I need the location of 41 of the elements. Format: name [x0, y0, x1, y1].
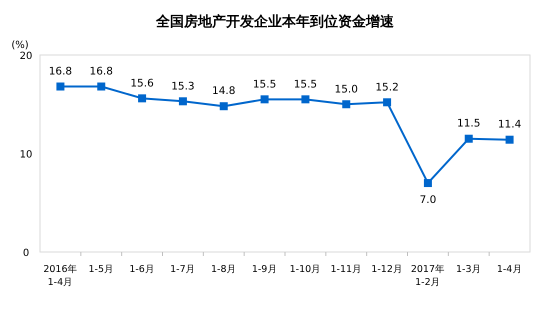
point [506, 136, 514, 144]
x-tick-label: 1-8月 [210, 264, 237, 275]
data-label: 14.8 [212, 85, 236, 98]
point [383, 98, 392, 106]
data-label: 15.5 [294, 78, 318, 90]
x-tick-label: 1-10月 [290, 264, 322, 275]
data-label: 15.6 [130, 77, 154, 90]
point [301, 95, 310, 104]
data-label: 11.4 [498, 118, 522, 131]
y-axis-title: (%) [11, 40, 29, 51]
x-tick-label: 1-4月 [496, 264, 522, 275]
x-tick-label: 1-6月 [129, 264, 155, 275]
y-tick-label: 10 [20, 150, 32, 160]
point [97, 82, 106, 91]
point [464, 134, 473, 143]
data-label: 15.5 [252, 78, 276, 90]
y-tick-label: 0 [22, 248, 30, 259]
x-tick-label: 1-9月 [252, 264, 278, 275]
x-tick-label: 1-7月 [170, 264, 196, 275]
point [342, 100, 350, 108]
x-tick-label: 1-3月 [456, 264, 482, 275]
point [424, 179, 432, 188]
point [138, 94, 146, 102]
data-label: 15.2 [375, 81, 399, 94]
data-label: 11.5 [457, 118, 480, 130]
point [220, 102, 228, 110]
data-label: 16.8 [48, 66, 72, 78]
y-tick-label: 20 [20, 51, 32, 62]
point [178, 97, 187, 106]
data-label: 15.3 [171, 80, 195, 92]
chart-title: 全国房地产开发企业本年到位资金增速 [155, 13, 395, 30]
data-label: 7.0 [420, 194, 436, 206]
x-tick-label: 2016年 1-4月 [43, 263, 78, 288]
x-tick-label: 1-5月 [88, 264, 114, 275]
x-tick-label: 2017年 1-2月 [410, 263, 446, 288]
data-label: 15.0 [334, 83, 358, 96]
data-label: 16.8 [90, 66, 113, 78]
x-tick-label: 1-11月 [330, 264, 362, 275]
point [260, 95, 269, 104]
x-tick-label: 1-12月 [371, 264, 403, 275]
point [56, 82, 64, 91]
